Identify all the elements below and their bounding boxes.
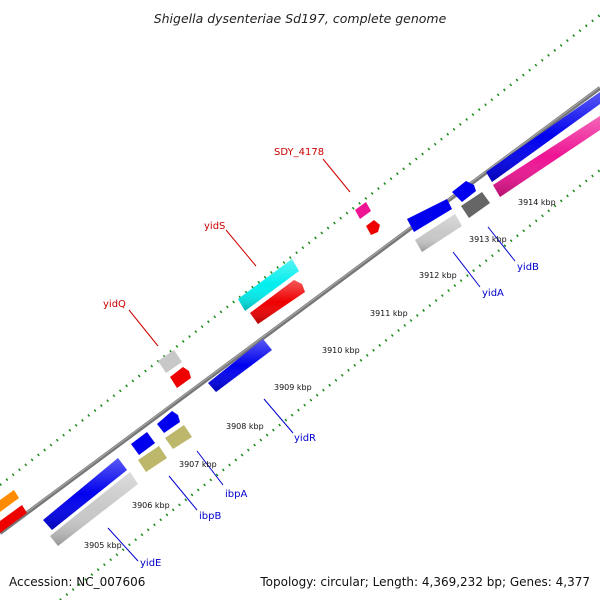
leader-ibpA (196, 450, 224, 486)
genome-backbone-highlight (0, 86, 600, 533)
leader-yidE (107, 527, 139, 562)
tick-label-3908: 3908 kbp (226, 422, 264, 431)
gene-label-yidE[interactable]: yidE (140, 558, 161, 569)
gene-label-yidQ[interactable]: yidQ (103, 299, 126, 310)
gene-upper-darkgray[interactable] (461, 192, 490, 218)
gene-label-yidB[interactable]: yidB (517, 262, 539, 273)
gene-ibpB-blue[interactable] (131, 432, 155, 455)
gene-yidA-gray[interactable] (415, 214, 462, 252)
tick-label-3910: 3910 kbp (322, 346, 360, 355)
gene-yidE-blue[interactable] (43, 458, 127, 530)
gene-yidA-blue[interactable] (407, 199, 452, 232)
gene-yidS-red[interactable] (250, 280, 305, 324)
tick-label-3906: 3906 kbp (132, 501, 170, 510)
gene-ibpA-khaki[interactable] (165, 425, 192, 449)
tick-label-3914: 3914 kbp (518, 198, 556, 207)
gene-ibpA-blue[interactable] (157, 411, 180, 433)
inner-dotted-track (59, 169, 600, 600)
gene-label-ibpA[interactable]: ibpA (225, 489, 247, 500)
tick-label-3912: 3912 kbp (419, 271, 457, 280)
topology-text: Topology: circular; Length: 4,369,232 bp… (259, 575, 590, 589)
leader-ibpB (168, 475, 198, 511)
gene-upper-blue-2[interactable] (486, 92, 600, 182)
outer-dotted-track (0, 14, 600, 486)
leader-yidB (487, 226, 516, 262)
gene-sdy4178-red[interactable] (366, 220, 380, 235)
gene-ibpB-khaki[interactable] (138, 446, 167, 472)
leader-yidA (452, 251, 481, 288)
gene-ortholog-left-red[interactable] (0, 505, 27, 533)
gene-yidS-cyan[interactable] (238, 259, 299, 311)
gene-label-yidA[interactable]: yidA (482, 288, 504, 299)
gene-upper-magenta[interactable] (493, 116, 600, 197)
leader-yidS (225, 229, 257, 267)
tick-label-3907: 3907 kbp (179, 460, 217, 469)
gene-label-yidS[interactable]: yidS (204, 221, 225, 232)
tick-label-3911: 3911 kbp (370, 309, 408, 318)
tick-label-3913: 3913 kbp (469, 235, 507, 244)
gene-yidQ-gray[interactable] (158, 350, 182, 373)
gene-label-sdy4178[interactable]: SDY_4178 (274, 147, 324, 158)
gene-upper-blue-1[interactable] (452, 181, 476, 202)
gene-yidQ-red[interactable] (170, 367, 191, 388)
tick-label-3909: 3909 kbp (274, 383, 312, 392)
gene-yidR-blue[interactable] (208, 339, 272, 392)
accession-text: Accession: NC_007606 (9, 575, 145, 589)
map-title: Shigella dysenteriae Sd197, complete gen… (154, 11, 447, 26)
leader-yidQ (128, 309, 159, 347)
genome-backbone (0, 86, 600, 535)
gene-label-yidR[interactable]: yidR (294, 433, 316, 444)
gene-sdy4178-magenta[interactable] (355, 202, 371, 219)
leader-yidR (263, 398, 294, 434)
gene-label-ibpB[interactable]: ibpB (199, 511, 221, 522)
tick-label-3905: 3905 kbp (84, 541, 122, 550)
gene-yidE-gray[interactable] (50, 472, 138, 546)
leader-sdy4178 (322, 158, 351, 193)
gene-ortholog-left-orange[interactable] (0, 490, 19, 512)
